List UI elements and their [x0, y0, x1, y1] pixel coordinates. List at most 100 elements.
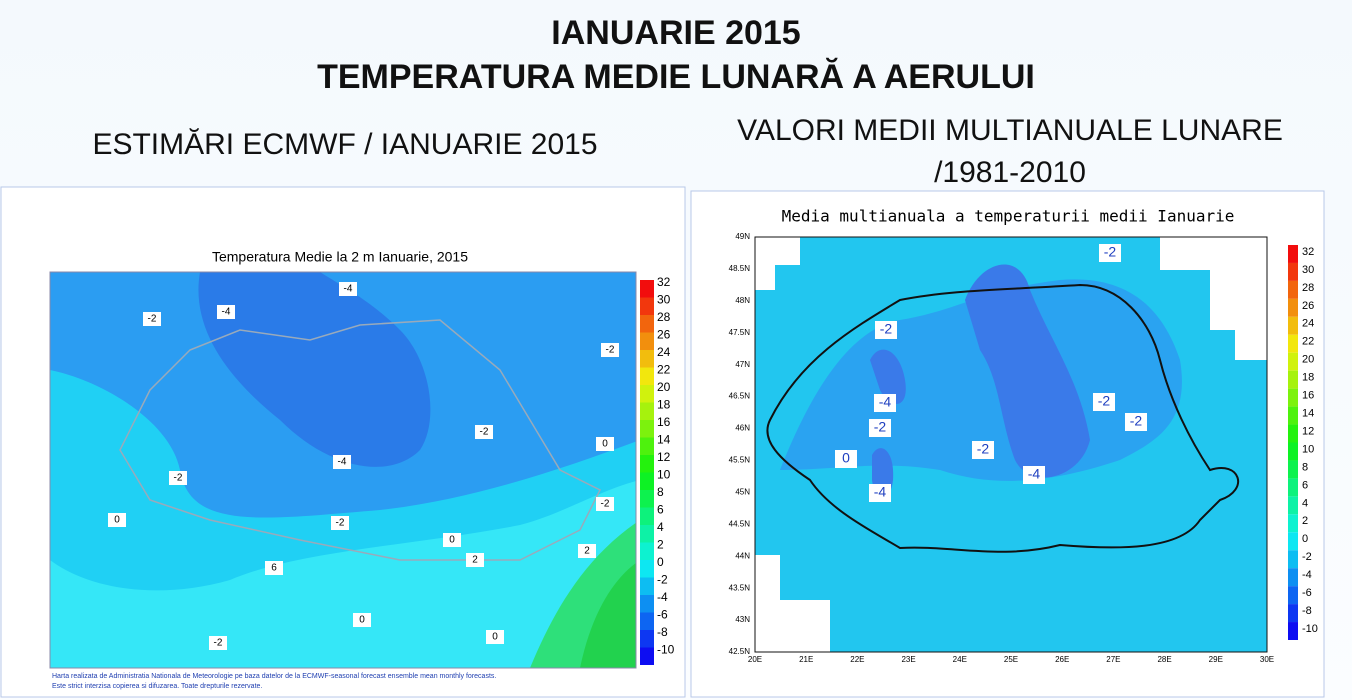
colorbar-swatch	[640, 560, 654, 578]
colorbar-swatch	[1288, 352, 1298, 371]
colorbar-swatch	[640, 507, 654, 525]
colorbar-swatch	[1288, 604, 1298, 623]
colorbar-label: 24	[1302, 318, 1314, 330]
colorbar-swatch	[1288, 568, 1298, 587]
colorbar-swatch	[1288, 496, 1298, 515]
contour-label: 0	[359, 615, 365, 626]
lon-label: 30E	[1260, 655, 1274, 664]
colorbar-label: 16	[1302, 390, 1314, 402]
lat-label: 47.5N	[729, 328, 751, 337]
lat-label: 45N	[735, 487, 750, 496]
left-heading: ESTIMĂRI ECMWF / IANUARIE 2015	[92, 128, 598, 161]
contour-label: -2	[1098, 393, 1111, 409]
contour-label: 0	[114, 515, 120, 526]
contour-label: -2	[1130, 413, 1143, 429]
colorbar-label: 26	[657, 328, 671, 342]
colorbar-label: 32	[657, 275, 671, 289]
colorbar-label: 10	[657, 468, 671, 482]
colorbar-swatch	[640, 630, 654, 648]
lon-label: 25E	[1004, 655, 1018, 664]
colorbar-swatch	[1288, 442, 1298, 461]
contour-label: -2	[480, 427, 489, 438]
contour-label: 0	[449, 535, 455, 546]
colorbar-swatch	[640, 595, 654, 613]
colorbar-label: -4	[1302, 569, 1312, 581]
right-heading: /1981-2010	[934, 156, 1086, 189]
colorbar-swatch	[640, 297, 654, 315]
contour-label-box	[869, 484, 891, 502]
colorbar-label: 2	[657, 538, 664, 552]
colorbar-swatch	[640, 490, 654, 508]
colorbar-swatch	[640, 647, 654, 665]
lat-label: 43.5N	[729, 583, 751, 592]
colorbar-label: -2	[657, 573, 668, 587]
colorbar-label: 22	[1302, 336, 1314, 348]
contour-label: -4	[222, 307, 231, 318]
contour-label: 6	[271, 563, 277, 574]
contour-label: -4	[874, 484, 887, 500]
colorbar-label: -8	[657, 625, 668, 639]
colorbar-swatch	[1288, 424, 1298, 443]
colorbar-swatch	[1288, 550, 1298, 569]
lat-label: 49N	[735, 232, 750, 241]
colorbar-label: 4	[657, 520, 664, 534]
colorbar-swatch	[640, 350, 654, 368]
contour-label-box	[869, 419, 891, 437]
left-frame	[49, 271, 637, 669]
contour-label-box	[339, 282, 357, 296]
contour-label: 2	[584, 546, 590, 557]
colorbar-swatch	[1288, 460, 1298, 479]
colorbar-swatch	[1288, 406, 1298, 425]
colorbar-swatch	[1288, 316, 1298, 335]
colorbar-label: -4	[657, 590, 668, 604]
lat-label: 44.5N	[729, 519, 751, 528]
contour-label-box	[596, 497, 614, 511]
colorbar-swatch	[1288, 298, 1298, 317]
contour-label: -2	[606, 345, 615, 356]
contour-label-box	[108, 513, 126, 527]
colorbar-label: 20	[657, 380, 671, 394]
colorbar-label: 8	[1302, 461, 1308, 473]
contour-label: -2	[601, 499, 610, 510]
colorbar-label: 30	[657, 293, 671, 307]
contour-label-box	[466, 553, 484, 567]
colorbar-label: 14	[1302, 407, 1314, 419]
contour-label-box	[972, 441, 994, 459]
colorbar-label: 32	[1302, 246, 1314, 258]
right-map	[755, 237, 1267, 652]
contour-label-box	[1023, 466, 1045, 484]
colorbar-swatch	[1288, 478, 1298, 497]
colorbar-swatch	[640, 385, 654, 403]
colorbar-label: 24	[657, 345, 671, 359]
colorbar-label: -2	[1302, 551, 1312, 563]
colorbar-swatch	[1288, 334, 1298, 353]
colorbar-label: 18	[1302, 372, 1314, 384]
colorbar-swatch	[640, 367, 654, 385]
right-frame	[754, 236, 1268, 653]
contour-label: -4	[1028, 466, 1041, 482]
colorbar-label: 14	[657, 433, 671, 447]
contour-label-box	[331, 516, 349, 530]
contour-label: -2	[336, 518, 345, 529]
colorbar-label: 8	[657, 485, 664, 499]
colorbar-label: 10	[1302, 443, 1314, 455]
right-heading: VALORI MEDII MULTIANUALE LUNARE	[737, 114, 1283, 147]
lon-label: 22E	[850, 655, 864, 664]
contour-label-box	[169, 471, 187, 485]
contour-label-box	[596, 437, 614, 451]
lat-label: 48.5N	[729, 264, 751, 273]
colorbar-swatch	[640, 437, 654, 455]
lon-label: 27E	[1106, 655, 1120, 664]
colorbar-label: 0	[1302, 533, 1308, 545]
colorbar-label: -6	[657, 608, 668, 622]
colorbar-label: 30	[1302, 264, 1314, 276]
lat-label: 47N	[735, 360, 750, 369]
lon-label: 24E	[953, 655, 967, 664]
lat-label: 48N	[735, 296, 750, 305]
contour-label: -2	[1104, 244, 1117, 260]
contour-label: -4	[338, 457, 347, 468]
contour-label-box	[1125, 413, 1147, 431]
colorbar-label: -10	[1302, 623, 1318, 635]
